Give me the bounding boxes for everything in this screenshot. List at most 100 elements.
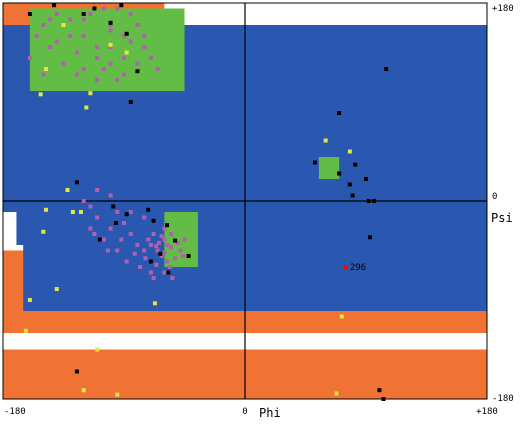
allowed-residue-point-10 [78,210,83,214]
core-residue-point-37 [101,6,106,11]
core-residue-point-79 [142,215,147,220]
core-residue-point-41 [155,248,160,253]
core-residue-point-43 [159,254,164,258]
core-residue-point-15 [34,34,39,38]
core-residue-point-44 [169,245,174,250]
core-residue-point-8 [48,45,53,49]
allowed-residue-point-14 [81,388,86,393]
core-residue-point-27 [115,78,120,82]
core-residue-point-19 [54,39,59,44]
glycine-point-16 [173,238,178,243]
core-residue-point-64 [162,226,167,231]
region-allowed-5 [16,212,487,245]
glycine-point-17 [186,254,191,258]
core-residue-point-85 [92,232,97,236]
x-tick-label-zero: 0 [242,407,247,417]
core-residue-point-59 [101,237,106,242]
core-residue-point-20 [81,67,86,71]
glycine-point-31 [337,111,342,115]
core-residue-point-89 [151,276,156,280]
allowed-residue-point-9 [41,229,46,234]
allowed-residue-point-3 [124,50,129,55]
core-residue-point-50 [154,244,159,249]
core-residue-point-70 [165,243,170,247]
core-residue-point-11 [101,67,106,71]
core-residue-point-71 [159,234,164,239]
core-residue-point-57 [95,215,100,220]
core-residue-point-69 [156,240,161,245]
allowed-residue-point-16 [54,287,59,291]
core-residue-point-24 [108,45,113,49]
allowed-residue-point-18 [323,138,328,143]
core-residue-point-47 [165,259,170,264]
allowed-residue-point-11 [27,298,32,302]
core-residue-point-75 [95,188,100,192]
core-residue-point-48 [175,240,180,245]
core-residue-point-30 [95,78,100,82]
outlier-point-0 [343,265,348,269]
core-residue-point-83 [119,237,124,242]
glycine-point-8 [128,100,133,104]
core-residue-point-0 [41,23,46,27]
y-tick-label-max: +180 [492,4,514,14]
core-residue-point-29 [41,72,46,77]
core-residue-point-4 [95,45,100,49]
labels-layer: -180 0 +180 +180 0 -180 Phi Psi [4,4,514,420]
x-tick-label-min: -180 [4,407,26,417]
point-label-0: 296 [350,263,366,273]
core-residue-point-34 [81,34,86,38]
core-residue-point-56 [108,226,113,231]
glycine-point-15 [166,270,171,275]
core-residue-point-55 [115,210,120,214]
allowed-residue-point-8 [44,207,49,212]
glycine-point-4 [108,20,113,25]
core-residue-point-72 [143,256,148,261]
core-residue-point-45 [151,232,156,236]
core-residue-point-23 [135,61,140,66]
y-tick-label-zero: 0 [492,192,497,202]
core-residue-point-61 [124,259,129,264]
y-tick-label-min: -180 [492,394,514,404]
core-residue-point-42 [162,237,167,242]
points-layer [23,3,389,401]
glycine-point-35 [377,388,382,393]
glycine-point-22 [74,369,79,374]
glycine-point-34 [381,397,386,401]
core-residue-point-12 [74,50,79,55]
allowed-residue-point-0 [61,23,66,27]
core-residue-point-22 [122,72,126,77]
x-axis-title: Phi [259,406,281,420]
core-residue-point-14 [128,39,133,44]
glycine-point-20 [124,212,129,217]
glycine-point-1 [52,3,57,8]
plot-frame [2,2,488,400]
annotation-layer: 296 [350,263,366,273]
glycine-point-3 [92,6,97,11]
glycine-point-26 [353,162,358,167]
core-residue-point-67 [182,237,187,242]
core-residue-point-36 [48,17,53,22]
allowed-residue-point-22 [65,188,70,192]
region-core-7 [29,8,185,91]
allowed-residue-point-19 [347,149,352,154]
core-residue-point-18 [142,34,147,38]
core-residue-point-82 [181,254,186,258]
y-axis-title: Psi [491,211,513,225]
allowed-residue-point-20 [339,314,344,319]
glycine-point-18 [97,237,102,242]
core-residue-point-52 [135,243,140,247]
glycine-point-7 [135,69,140,74]
core-residue-point-6 [122,56,126,60]
core-residue-point-46 [142,248,147,253]
core-residue-point-88 [170,276,175,280]
core-residue-point-2 [68,34,73,38]
core-residue-point-65 [169,232,174,236]
core-residue-point-16 [108,23,113,27]
core-residue-point-73 [132,251,137,256]
glycine-point-25 [347,182,352,187]
glycine-point-11 [146,207,151,212]
glycine-point-21 [148,259,153,264]
glycine-point-29 [364,177,368,181]
core-residue-point-1 [54,12,59,16]
